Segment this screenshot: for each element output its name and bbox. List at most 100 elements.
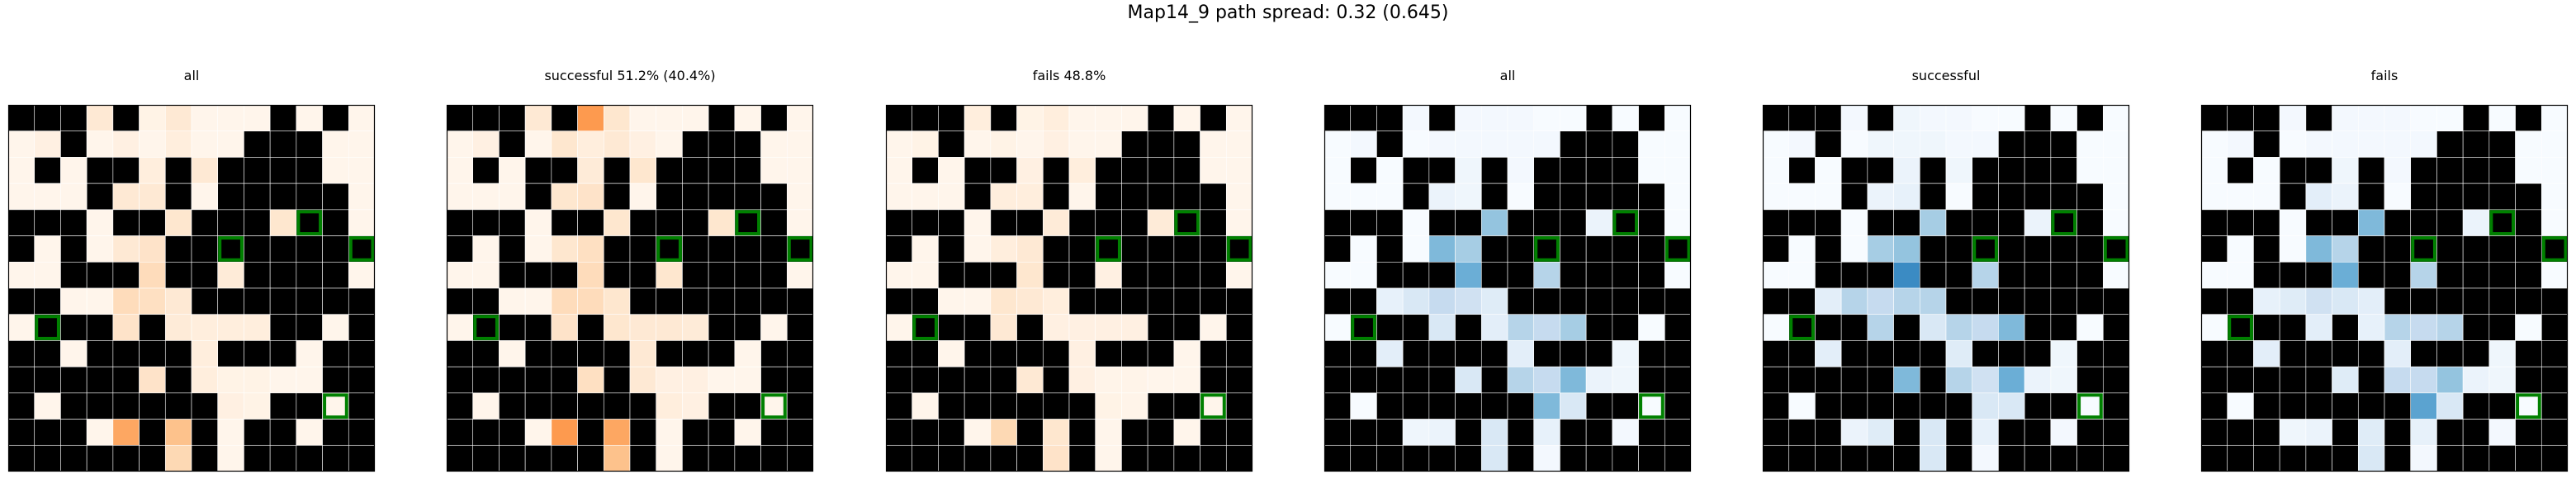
wall-cell [1972,209,1999,236]
wall-cell [2024,314,2052,341]
wall-cell [1376,366,1404,394]
wall-cell [2332,314,2359,341]
heat-cell [2488,104,2516,132]
heat-cell [1455,104,1482,132]
heat-cell [2488,340,2516,368]
wall-cell [1867,157,1894,184]
wall-cell [499,261,526,289]
wall-cell [1533,183,1560,211]
wall-cell [1225,287,1253,315]
wall-cell [682,130,709,158]
wall-cell [2227,209,2254,236]
wall-cell [1147,392,1175,420]
wall-cell [499,104,526,132]
wall-cell [2357,157,2385,184]
wall-cell [786,444,814,472]
wall-cell [1428,157,1456,184]
wall-cell [1638,444,1665,472]
wall-cell [1998,444,2025,472]
heat-cell [1225,183,1253,211]
wall-cell [2462,314,2490,341]
heat-cell [2305,130,2332,158]
wall-cell [60,130,88,158]
heat-cell [1788,392,1816,420]
wall-cell [1095,183,1122,211]
wall-cell [296,261,323,289]
wall-cell [1585,419,1613,446]
wall-cell [446,340,474,368]
heat-cell [2227,183,2254,211]
heat-cell [1664,130,1692,158]
wall-cell [472,287,500,315]
wall-cell [2436,130,2464,158]
heat-cell [2102,209,2130,236]
heat-cell [1762,314,1790,341]
heat-cell [2384,183,2412,211]
wall-cell [1402,314,1430,341]
wall-cell [296,235,323,263]
heat-cell [2332,104,2359,132]
wall-cell [912,340,939,368]
heat-cell [1638,392,1665,420]
heat-cell [1840,235,1868,263]
wall-cell [551,392,578,420]
heat-cell [964,130,992,158]
wall-cell [191,235,219,263]
heat-cell [2515,314,2542,341]
heat-cell [1200,314,1227,341]
goal-marker [1639,393,1664,420]
heat-cell [2076,130,2104,158]
heat-cell [348,209,376,236]
heat-cell [139,366,166,394]
wall-cell [603,392,631,420]
wall-cell [86,444,114,472]
wall-cell [1612,392,1639,420]
wall-cell [191,444,219,472]
wall-cell [603,366,631,394]
wall-cell [1998,157,2025,184]
heat-cell [786,183,814,211]
wall-cell [322,340,349,368]
wall-cell [786,235,814,263]
heat-cell [1788,235,1816,263]
wall-cell [1919,392,1947,420]
wall-cell [1173,157,1200,184]
wall-cell [760,444,788,472]
wall-cell [2076,366,2104,394]
heat-cell [86,419,114,446]
heat-cell [2515,157,2542,184]
wall-cell [472,366,500,394]
wall-cell [1402,183,1430,211]
heat-cell [1428,235,1456,263]
wall-cell [1762,392,1790,420]
heat-cell [2050,366,2077,394]
wall-cell [938,444,965,472]
heat-cell [885,157,913,184]
wall-cell [1200,104,1227,132]
wall-cell [1664,235,1692,263]
wall-cell [1867,340,1894,368]
wall-cell [296,314,323,341]
heat-cell [1095,419,1122,446]
wall-cell [603,261,631,289]
heat-cell [1016,130,1044,158]
heat-cell [1919,130,1947,158]
wall-cell [269,104,297,132]
heat-cell [938,157,965,184]
wall-cell [1200,183,1227,211]
heat-cell [964,287,992,315]
wall-cell [1455,444,1482,472]
wall-cell [2332,392,2359,420]
wall-cell [86,340,114,368]
wall-cell [1121,340,1148,368]
heat-cell [1042,287,1070,315]
heat-cell [2332,287,2359,315]
heat-cell [1016,366,1044,394]
wall-cell [2357,392,2385,420]
wall-cell [1376,130,1404,158]
heat-cell [577,130,604,158]
heat-cell [2462,366,2490,394]
wall-cell [1893,209,1920,236]
heat-cell [1507,366,1535,394]
heat-cell [139,104,166,132]
